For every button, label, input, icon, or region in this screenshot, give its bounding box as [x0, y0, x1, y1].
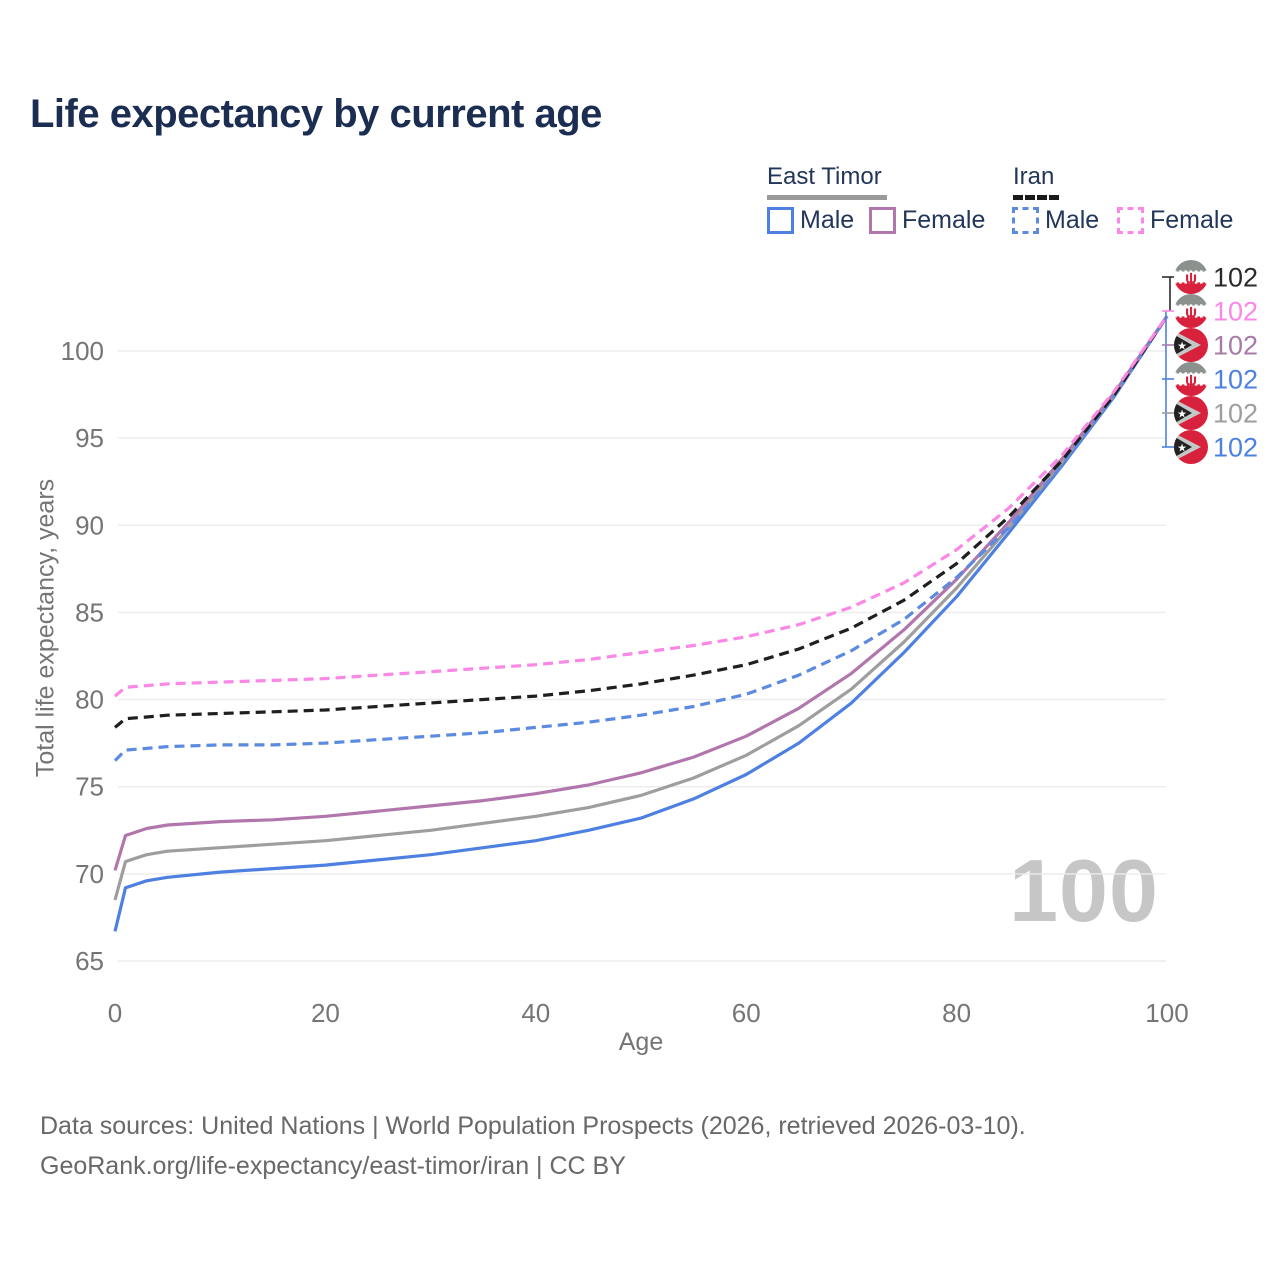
svg-text:ψ: ψ — [1185, 270, 1197, 287]
east-timor-flag-icon: ★ — [1174, 430, 1208, 464]
iran-flag-icon: ψ — [1174, 362, 1208, 396]
iran-flag-icon: ψ — [1174, 294, 1208, 328]
chart-title: Life expectancy by current age — [30, 92, 602, 136]
svg-text:ψ: ψ — [1185, 372, 1197, 389]
y-tick-label: 90 — [75, 510, 104, 540]
east-timor-flag-icon: ★ — [1174, 328, 1208, 362]
y-tick-label: 75 — [75, 772, 104, 802]
x-tick-label: 60 — [732, 998, 761, 1028]
x-tick-label: 40 — [521, 998, 550, 1028]
age-indicator-watermark: 100 — [1009, 841, 1159, 940]
y-tick-label: 65 — [75, 946, 104, 976]
x-tick-label: 20 — [311, 998, 340, 1028]
legend-item-east-timor-male[interactable]: Male — [767, 206, 854, 235]
footer: Data sources: United Nations | World Pop… — [40, 1106, 1026, 1186]
x-tick-label: 80 — [942, 998, 971, 1028]
iran-flag-icon: ψ — [1174, 260, 1208, 294]
legend-label: Male — [1045, 206, 1100, 234]
legend-item-east-timor-female[interactable]: Female — [869, 206, 985, 235]
iran-male-swatch — [1012, 207, 1039, 234]
legend-label: Female — [902, 206, 986, 234]
series-line-iran-male[interactable] — [113, 315, 1169, 762]
end-label-value[interactable]: 102 — [1213, 331, 1258, 361]
east-timor-female-swatch — [869, 207, 896, 234]
y-tick-label: 100 — [61, 336, 104, 366]
end-label-value[interactable]: 102 — [1213, 297, 1258, 327]
svg-text:★: ★ — [1177, 341, 1187, 353]
end-label-value[interactable]: 102 — [1213, 263, 1258, 293]
legend-group-iran: Iran — [1013, 163, 1059, 200]
legend-country-east-timor[interactable]: East Timor — [767, 163, 882, 190]
legend-label: Female — [1150, 206, 1234, 234]
attribution-line[interactable]: GeoRank.org/life-expectancy/east-timor/i… — [40, 1152, 626, 1180]
east-timor-solid-line-swatch — [767, 195, 887, 200]
east-timor-male-swatch — [767, 207, 794, 234]
series-line-east-timor-both-sexes[interactable] — [113, 315, 1169, 901]
end-label-value[interactable]: 102 — [1213, 399, 1258, 429]
y-tick-label: 70 — [75, 859, 104, 889]
y-tick-label: 80 — [75, 685, 104, 715]
y-tick-label: 95 — [75, 423, 104, 453]
svg-text:★: ★ — [1177, 443, 1187, 455]
y-axis-title: Total life expectancy, years — [31, 478, 60, 778]
iran-female-swatch — [1117, 207, 1144, 234]
x-axis-title: Age — [618, 1028, 664, 1056]
series-line-iran-both-sexes[interactable] — [113, 315, 1169, 729]
y-tick-label: 85 — [75, 597, 104, 627]
svg-text:★: ★ — [1177, 409, 1187, 421]
series-line-east-timor-male[interactable] — [113, 315, 1169, 932]
iran-dashed-line-swatch — [1013, 195, 1059, 200]
legend-item-iran-female[interactable]: Female — [1117, 206, 1233, 235]
data-sources-line: Data sources: United Nations | World Pop… — [40, 1112, 1026, 1140]
east-timor-flag-icon: ★ — [1174, 396, 1208, 430]
legend-label: Male — [800, 206, 855, 234]
end-label-value[interactable]: 102 — [1213, 433, 1258, 463]
series-line-iran-female[interactable] — [113, 315, 1169, 698]
end-label-value[interactable]: 102 — [1213, 365, 1258, 395]
x-tick-label: 100 — [1145, 998, 1188, 1028]
legend-country-iran[interactable]: Iran — [1013, 163, 1055, 190]
legend-item-iran-male[interactable]: Male — [1012, 206, 1099, 235]
series-line-east-timor-female[interactable] — [113, 315, 1169, 871]
x-tick-label: 0 — [108, 998, 122, 1028]
legend-group-east-timor: East Timor — [767, 163, 887, 200]
svg-text:ψ: ψ — [1185, 304, 1197, 321]
